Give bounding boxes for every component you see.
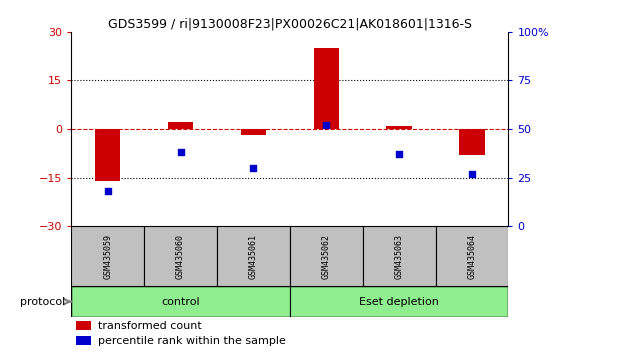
Text: GSM435064: GSM435064	[467, 234, 477, 279]
Bar	[459, 129, 485, 155]
FancyBboxPatch shape	[217, 226, 290, 286]
Text: GSM435063: GSM435063	[394, 234, 404, 279]
Text: percentile rank within the sample: percentile rank within the sample	[97, 336, 285, 346]
FancyBboxPatch shape	[71, 226, 144, 286]
Point	[103, 188, 113, 194]
Point	[321, 122, 331, 128]
Text: GSM435061: GSM435061	[249, 234, 258, 279]
Point	[175, 149, 185, 155]
Title: GDS3599 / ri|9130008F23|PX00026C21|AK018601|1316-S: GDS3599 / ri|9130008F23|PX00026C21|AK018…	[108, 18, 472, 31]
Text: control: control	[161, 297, 200, 307]
Text: Eset depletion: Eset depletion	[359, 297, 439, 307]
Point	[467, 171, 477, 176]
Text: GSM435059: GSM435059	[103, 234, 112, 279]
Bar	[76, 321, 91, 330]
FancyBboxPatch shape	[71, 286, 290, 317]
FancyBboxPatch shape	[144, 226, 217, 286]
Text: transformed count: transformed count	[97, 321, 202, 331]
FancyBboxPatch shape	[290, 226, 363, 286]
Bar	[168, 122, 193, 129]
FancyBboxPatch shape	[435, 226, 508, 286]
Bar	[95, 129, 120, 181]
Bar	[241, 129, 266, 136]
Bar	[76, 336, 91, 346]
Text: protocol: protocol	[20, 297, 65, 307]
Bar	[386, 126, 412, 129]
FancyBboxPatch shape	[363, 226, 435, 286]
Bar	[314, 48, 339, 129]
FancyBboxPatch shape	[290, 286, 508, 317]
Text: GSM435062: GSM435062	[322, 234, 331, 279]
Text: GSM435060: GSM435060	[176, 234, 185, 279]
Point	[249, 165, 259, 171]
Point	[394, 152, 404, 157]
